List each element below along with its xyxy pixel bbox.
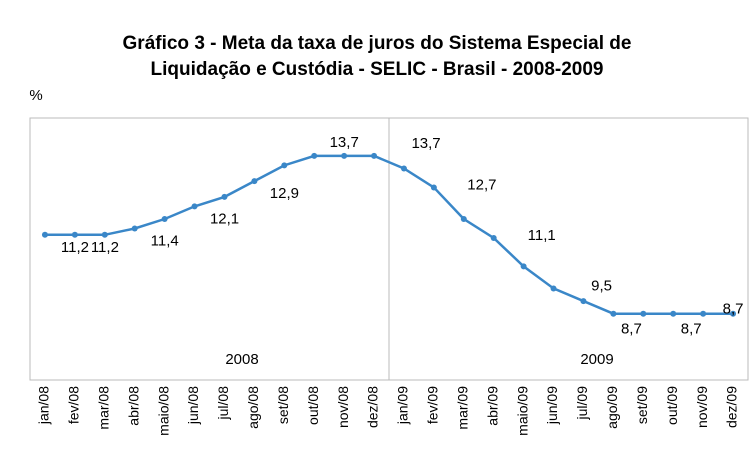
data-label: 11,2 xyxy=(91,239,119,256)
x-tick-label: dez/08 xyxy=(365,386,381,428)
point xyxy=(640,310,647,317)
x-tick-label: abr/09 xyxy=(484,386,500,426)
point xyxy=(71,231,78,238)
point xyxy=(400,165,407,172)
point xyxy=(730,310,737,317)
point xyxy=(341,152,348,159)
x-tick-label: nov/08 xyxy=(335,386,351,428)
point xyxy=(251,178,258,185)
x-tick-label: nov/09 xyxy=(694,386,710,428)
point xyxy=(460,216,467,223)
point xyxy=(610,310,617,317)
point xyxy=(670,310,677,317)
x-tick-label: jun/09 xyxy=(544,386,560,425)
x-tick-label: jul/08 xyxy=(215,386,231,421)
x-tick-label: ago/09 xyxy=(604,386,620,429)
data-label: 12,9 xyxy=(270,185,299,202)
point xyxy=(520,263,527,270)
data-label: 8,7 xyxy=(681,321,702,338)
data-label: 9,5 xyxy=(591,277,612,294)
x-tick-label: fev/08 xyxy=(66,386,82,424)
point xyxy=(101,231,108,238)
x-tick-label: abr/08 xyxy=(125,386,141,426)
data-label: 8,7 xyxy=(723,301,744,318)
data-label: 11,4 xyxy=(151,232,179,249)
year-label: 2008 xyxy=(225,351,258,368)
x-tick-label: maio/09 xyxy=(514,386,530,436)
x-tick-label: out/09 xyxy=(664,386,680,425)
point xyxy=(221,193,228,200)
data-label: 11,2 xyxy=(61,239,89,256)
x-tick-label: fev/09 xyxy=(425,386,441,424)
x-tick-label: jul/09 xyxy=(574,386,590,421)
x-tick-label: ago/08 xyxy=(245,386,261,429)
point xyxy=(580,298,587,305)
data-label: 11,1 xyxy=(528,227,556,244)
point xyxy=(131,225,138,232)
point xyxy=(490,234,497,241)
x-tick-label: set/08 xyxy=(275,386,291,424)
data-label: 8,7 xyxy=(621,321,642,338)
y-axis-label: % xyxy=(29,87,42,104)
x-tick-label: mar/09 xyxy=(454,386,470,430)
point xyxy=(191,203,198,210)
year-label: 2009 xyxy=(580,351,613,368)
point xyxy=(430,184,437,191)
data-label: 12,7 xyxy=(467,176,496,193)
point xyxy=(371,152,378,159)
x-tick-label: out/08 xyxy=(305,386,321,425)
line xyxy=(44,154,734,315)
chart-subtitle: Liquidação e Custódia - SELIC - Brasil -… xyxy=(151,59,604,80)
point xyxy=(550,285,557,292)
data-label: 12,1 xyxy=(210,210,239,227)
x-tick-label: jun/08 xyxy=(185,386,201,425)
point xyxy=(161,216,168,223)
x-tick-label: jan/09 xyxy=(395,386,411,425)
data-label: 13,7 xyxy=(330,134,359,151)
point xyxy=(281,162,288,169)
x-tick-label: maio/08 xyxy=(155,386,171,436)
x-tick-label: jan/08 xyxy=(36,386,52,425)
x-tick-label: set/09 xyxy=(634,386,650,424)
chart-title: Gráfico 3 - Meta da taxa de juros do Sis… xyxy=(123,33,632,54)
data-label: 13,7 xyxy=(411,135,440,152)
x-tick-label: dez/09 xyxy=(724,386,740,428)
point xyxy=(41,231,48,238)
point xyxy=(311,152,318,159)
x-tick-label: mar/08 xyxy=(95,386,111,430)
point xyxy=(700,310,707,317)
